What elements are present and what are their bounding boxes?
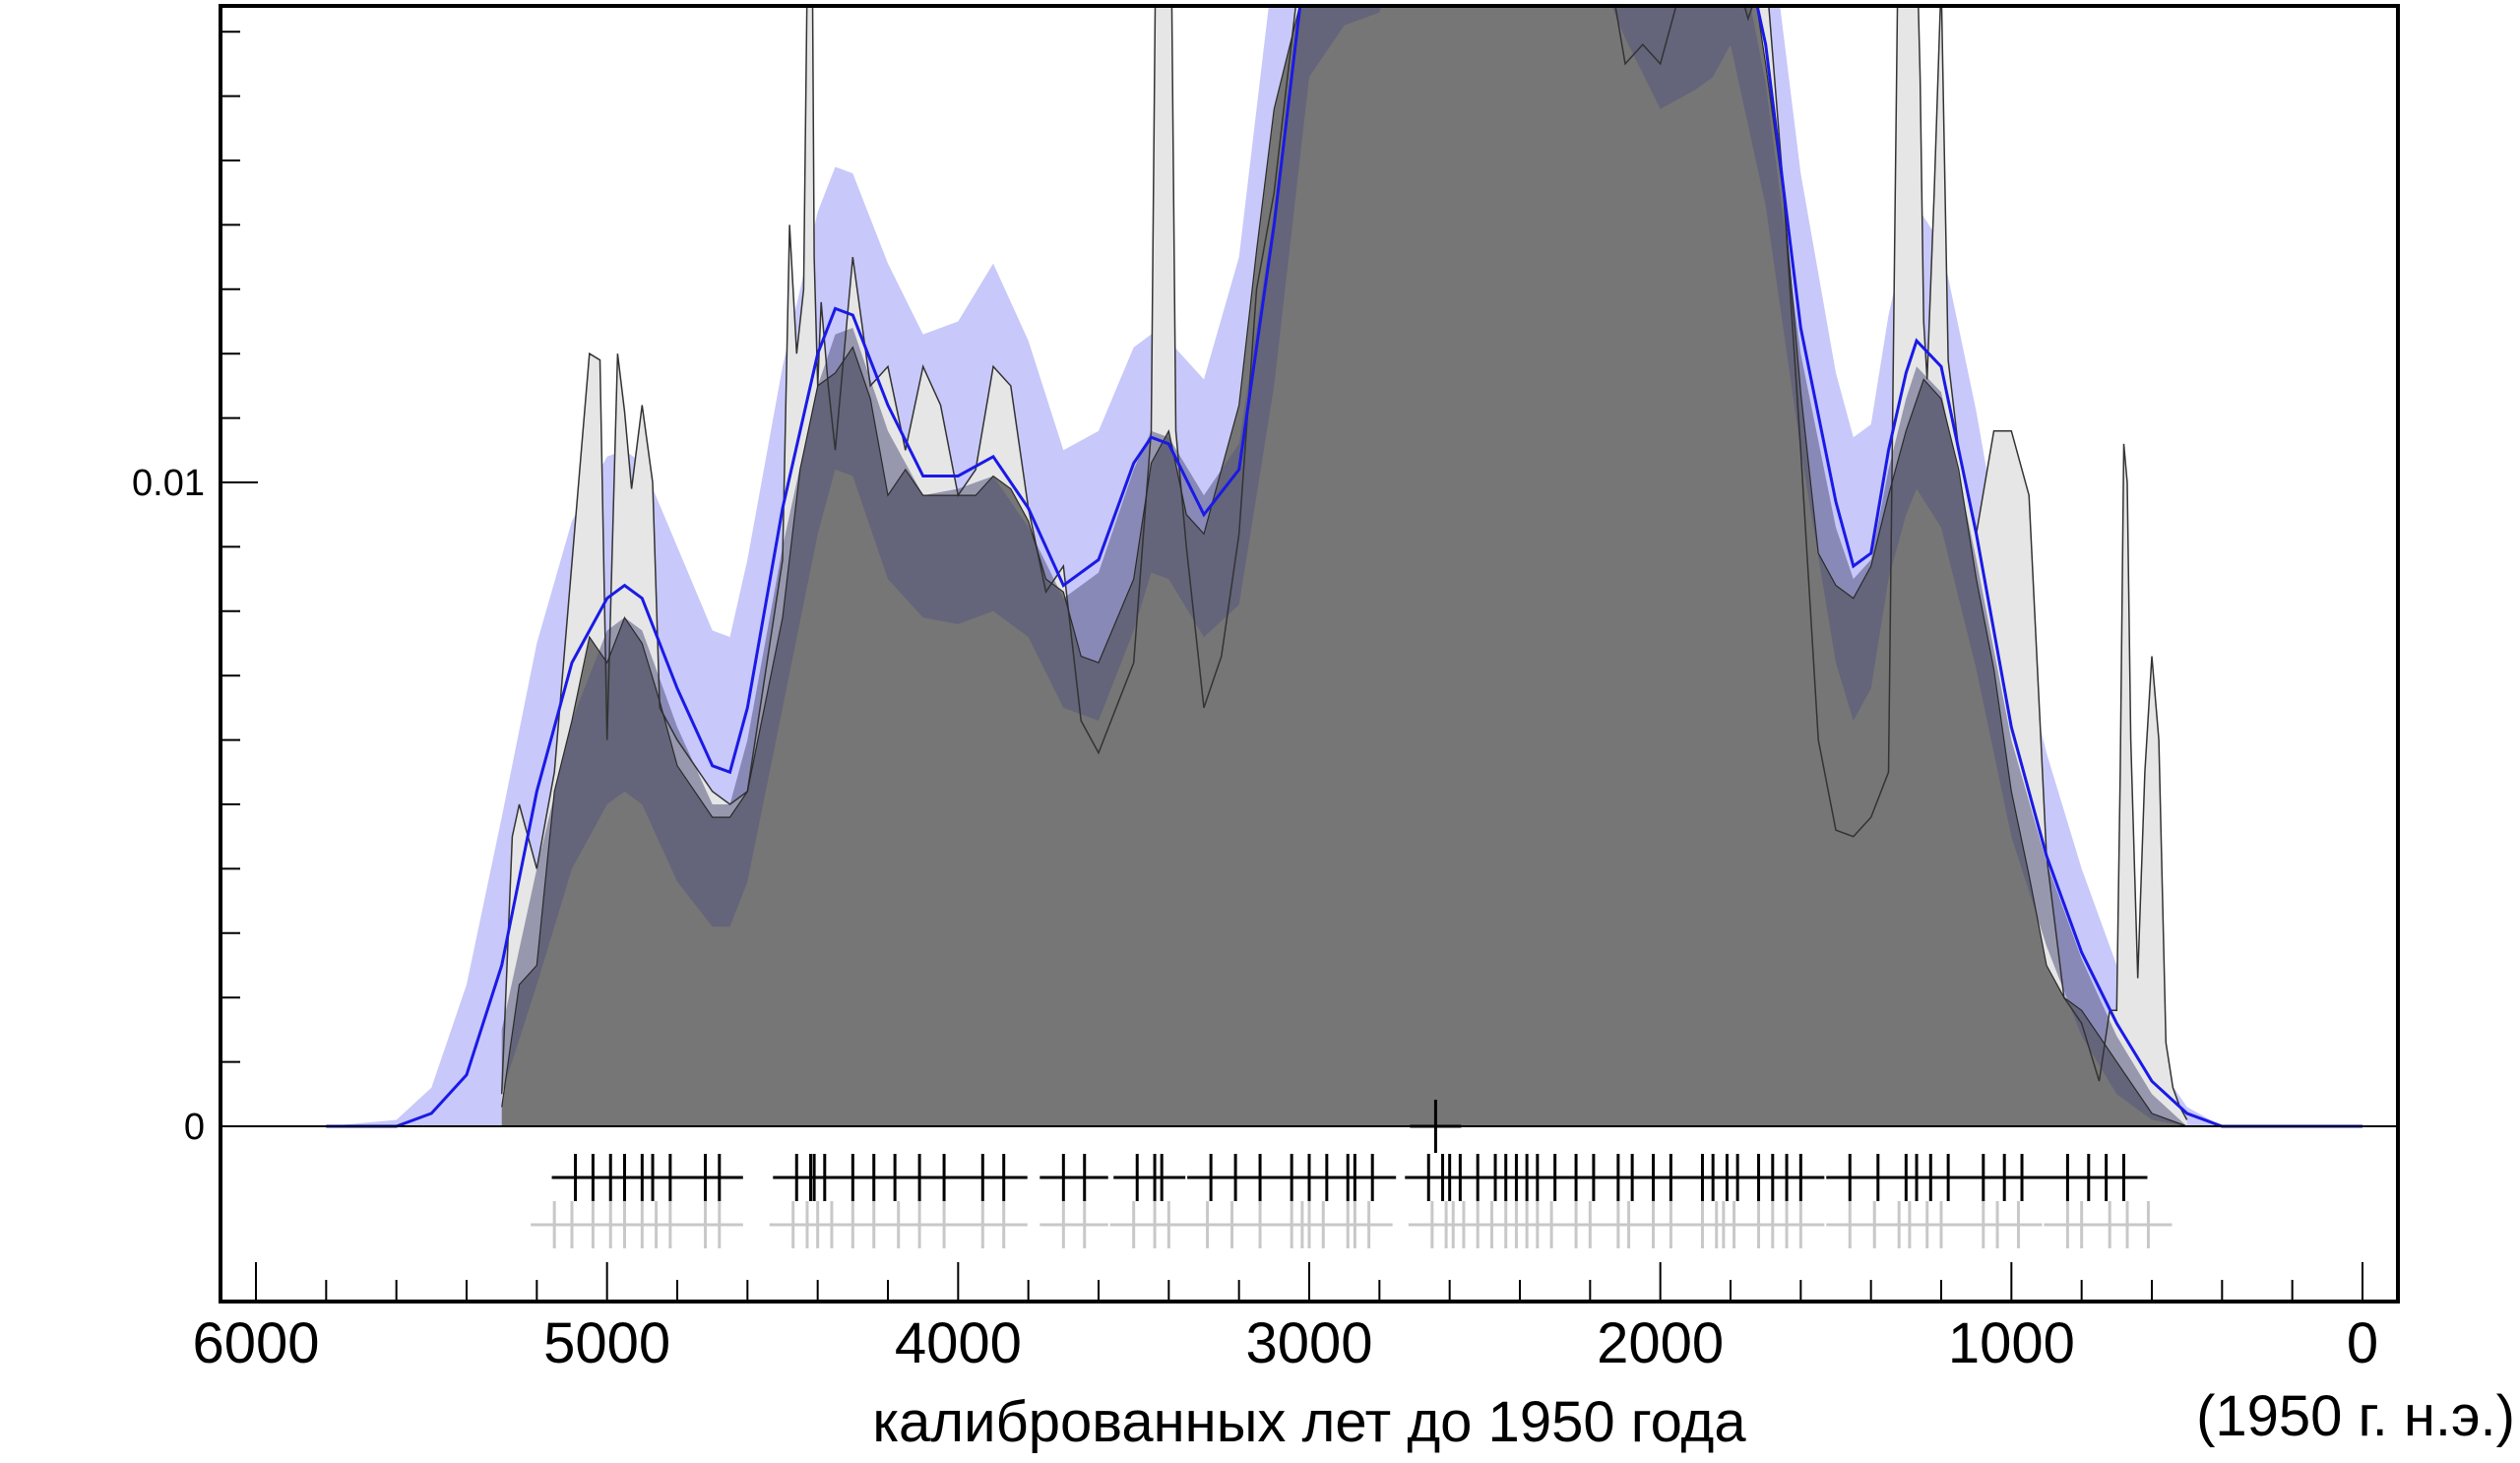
x-tick-label: 5000 bbox=[543, 1311, 670, 1375]
date-marker-primary bbox=[695, 1154, 743, 1201]
date-marker-secondary bbox=[979, 1201, 1028, 1248]
x-tick-label: 4000 bbox=[895, 1311, 1022, 1375]
summed-probability-line bbox=[501, 6, 2187, 1127]
date-marker-secondary bbox=[1777, 1201, 1825, 1248]
date-marker-secondary bbox=[1060, 1201, 1108, 1248]
summed-probability-area bbox=[501, 6, 2187, 1126]
date-markers bbox=[531, 1100, 2173, 1248]
date-marker-secondary bbox=[695, 1201, 743, 1248]
x-axis-title: калиброванных лет до 1950 года bbox=[872, 1390, 1746, 1454]
y-tick-label: 0.01 bbox=[132, 463, 205, 504]
date-marker-secondary bbox=[2124, 1201, 2173, 1248]
x-tick-label: 3000 bbox=[1245, 1311, 1372, 1375]
date-marker-primary bbox=[1998, 1154, 2047, 1201]
date-marker-primary bbox=[2100, 1154, 2148, 1201]
date-marker-secondary bbox=[1994, 1201, 2043, 1248]
date-marker-primary bbox=[1349, 1154, 1397, 1201]
x-axis: 6000 5000 4000 3000 2000 1000 0 bbox=[192, 1262, 2378, 1375]
date-marker-primary bbox=[979, 1154, 1028, 1201]
date-marker-primary bbox=[1777, 1154, 1825, 1201]
plot-area bbox=[326, 6, 2362, 1128]
date-marker-secondary bbox=[1918, 1201, 1965, 1248]
date-marker-secondary bbox=[1345, 1201, 1393, 1248]
x-tick-label: 1000 bbox=[1948, 1311, 2075, 1375]
x-tick-label: 6000 bbox=[192, 1311, 319, 1375]
x-axis-unit-note: (1950 г. н.э.) bbox=[2196, 1384, 2515, 1448]
date-marker-primary bbox=[1138, 1154, 1186, 1201]
y-tick-label: 0 bbox=[184, 1107, 205, 1148]
y-axis: 00.010.02 bbox=[132, 31, 258, 1148]
kde-mean-line bbox=[326, 6, 2362, 1128]
date-marker-primary bbox=[1060, 1154, 1108, 1201]
x-tick-label: 0 bbox=[2347, 1311, 2378, 1375]
x-tick-label: 2000 bbox=[1597, 1311, 1724, 1375]
